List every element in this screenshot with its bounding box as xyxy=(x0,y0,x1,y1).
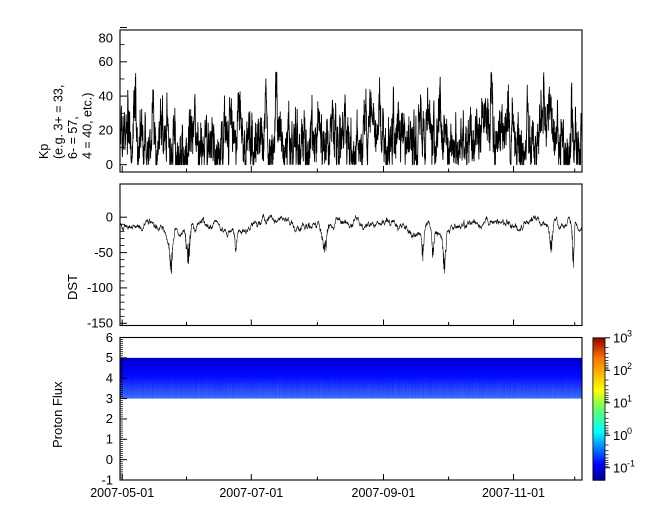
svg-text:5: 5 xyxy=(106,350,113,365)
svg-text:1: 1 xyxy=(106,432,113,447)
svg-text:0: 0 xyxy=(106,452,113,467)
svg-text:2007-09-01: 2007-09-01 xyxy=(352,486,416,500)
svg-text:-1: -1 xyxy=(627,459,635,469)
svg-text:-150: -150 xyxy=(87,316,113,331)
svg-text:0: 0 xyxy=(106,210,113,225)
svg-text:10: 10 xyxy=(613,363,627,378)
svg-text:-100: -100 xyxy=(87,280,113,295)
svg-text:10: 10 xyxy=(613,396,627,411)
svg-text:DST: DST xyxy=(65,274,80,300)
svg-text:10: 10 xyxy=(613,331,627,346)
svg-text:4: 4 xyxy=(106,371,113,386)
svg-text:80: 80 xyxy=(99,31,113,46)
svg-text:6: 6 xyxy=(106,330,113,345)
svg-text:10: 10 xyxy=(613,428,627,443)
svg-text:20: 20 xyxy=(99,123,113,138)
svg-text:10: 10 xyxy=(613,461,627,476)
svg-text:60: 60 xyxy=(99,54,113,69)
svg-text:-50: -50 xyxy=(94,245,113,260)
svg-text:2007-07-01: 2007-07-01 xyxy=(219,486,283,500)
svg-text:2007-11-01: 2007-11-01 xyxy=(482,486,545,500)
svg-text:0: 0 xyxy=(106,157,113,172)
svg-text:40: 40 xyxy=(99,88,113,103)
svg-text:2: 2 xyxy=(106,411,113,426)
svg-text:Kp (e.g. 3+ = 33,: Kp (e.g. 3+ = 33, 6- = 57, 4 = 40, etc.) xyxy=(37,81,95,159)
svg-text:1: 1 xyxy=(627,394,632,404)
svg-text:Proton Flux: Proton Flux xyxy=(50,381,65,448)
svg-text:2: 2 xyxy=(627,361,632,371)
svg-text:3: 3 xyxy=(627,329,632,339)
svg-text:0: 0 xyxy=(627,426,632,436)
svg-text:2007-05-01: 2007-05-01 xyxy=(90,486,154,500)
svg-text:3: 3 xyxy=(106,391,113,406)
